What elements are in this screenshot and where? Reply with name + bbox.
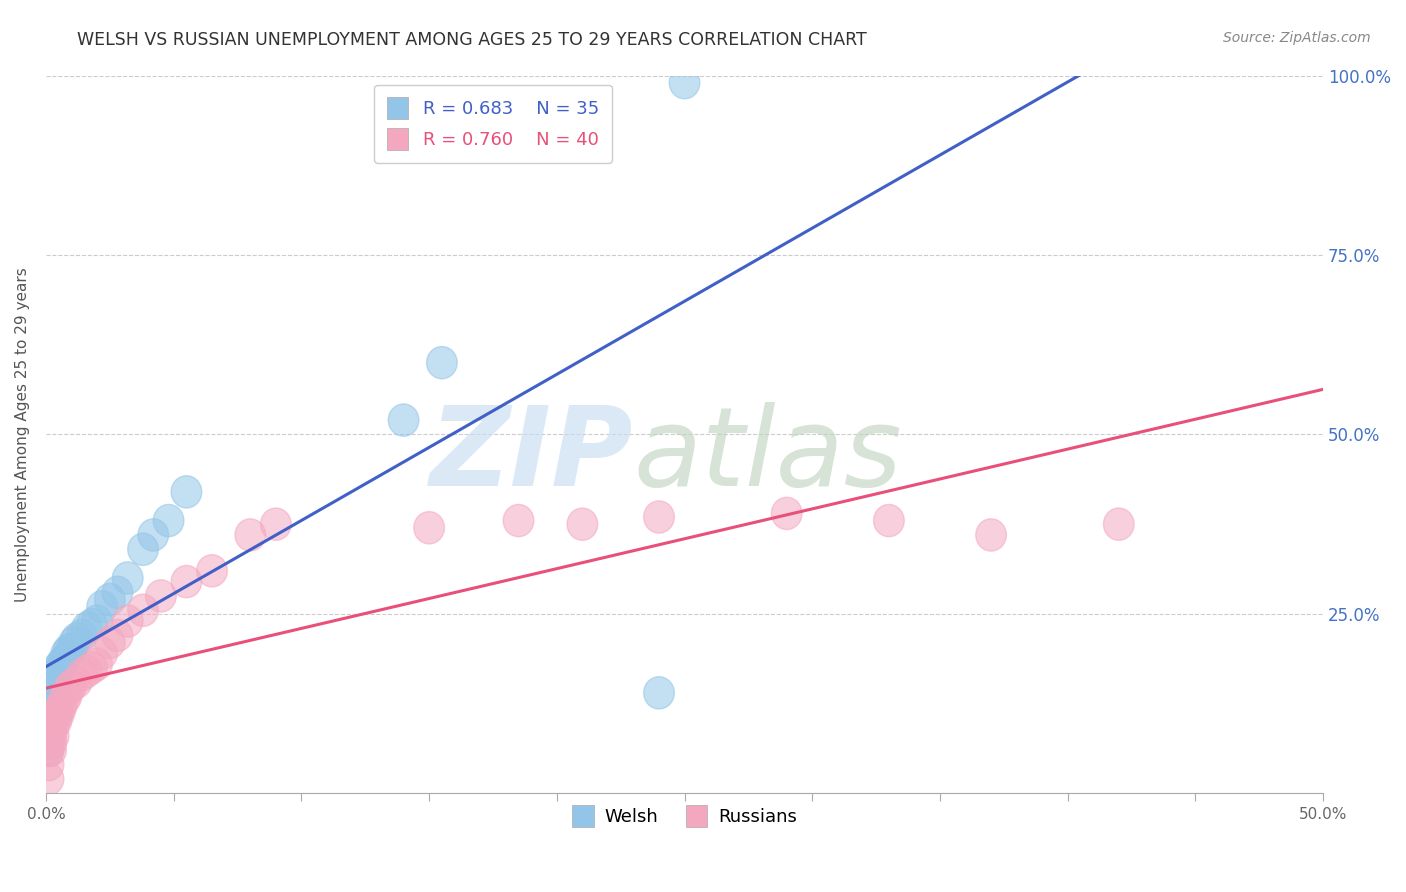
Ellipse shape — [669, 67, 700, 99]
Text: Source: ZipAtlas.com: Source: ZipAtlas.com — [1223, 31, 1371, 45]
Ellipse shape — [235, 519, 266, 551]
Ellipse shape — [197, 555, 228, 587]
Ellipse shape — [128, 594, 159, 626]
Ellipse shape — [260, 508, 291, 541]
Text: atlas: atlas — [634, 402, 903, 509]
Ellipse shape — [34, 734, 63, 766]
Ellipse shape — [41, 706, 72, 738]
Ellipse shape — [94, 583, 125, 615]
Ellipse shape — [56, 633, 87, 666]
Ellipse shape — [38, 709, 69, 741]
Ellipse shape — [172, 566, 202, 598]
Ellipse shape — [53, 633, 84, 666]
Ellipse shape — [87, 591, 118, 623]
Ellipse shape — [644, 677, 675, 709]
Ellipse shape — [49, 684, 79, 716]
Ellipse shape — [153, 504, 184, 537]
Ellipse shape — [49, 644, 79, 677]
Ellipse shape — [644, 500, 675, 533]
Ellipse shape — [112, 562, 143, 594]
Ellipse shape — [51, 637, 82, 670]
Ellipse shape — [46, 691, 76, 723]
Ellipse shape — [146, 580, 176, 612]
Ellipse shape — [103, 576, 132, 608]
Ellipse shape — [128, 533, 159, 566]
Ellipse shape — [772, 497, 801, 530]
Ellipse shape — [62, 666, 91, 698]
Ellipse shape — [35, 691, 66, 723]
Ellipse shape — [103, 619, 132, 651]
Ellipse shape — [94, 626, 125, 659]
Ellipse shape — [413, 512, 444, 544]
Ellipse shape — [38, 720, 69, 752]
Ellipse shape — [35, 727, 66, 759]
Ellipse shape — [112, 605, 143, 637]
Ellipse shape — [35, 734, 66, 766]
Ellipse shape — [44, 655, 75, 688]
Ellipse shape — [172, 475, 202, 508]
Ellipse shape — [46, 648, 76, 681]
Y-axis label: Unemployment Among Ages 25 to 29 years: Unemployment Among Ages 25 to 29 years — [15, 267, 30, 602]
Ellipse shape — [53, 673, 84, 706]
Ellipse shape — [138, 519, 169, 551]
Ellipse shape — [66, 619, 97, 651]
Ellipse shape — [72, 612, 103, 644]
Ellipse shape — [34, 748, 63, 780]
Ellipse shape — [82, 605, 112, 637]
Ellipse shape — [87, 637, 118, 670]
Ellipse shape — [59, 626, 90, 659]
Ellipse shape — [56, 670, 87, 702]
Ellipse shape — [38, 670, 69, 702]
Ellipse shape — [35, 720, 66, 752]
Ellipse shape — [34, 720, 63, 752]
Ellipse shape — [66, 659, 97, 691]
Legend: Welsh, Russians: Welsh, Russians — [565, 798, 804, 835]
Ellipse shape — [976, 519, 1007, 551]
Ellipse shape — [38, 684, 69, 716]
Ellipse shape — [1104, 508, 1135, 541]
Ellipse shape — [34, 734, 63, 766]
Ellipse shape — [38, 677, 69, 709]
Text: ZIP: ZIP — [430, 402, 634, 509]
Ellipse shape — [388, 404, 419, 436]
Ellipse shape — [44, 698, 75, 731]
Ellipse shape — [51, 681, 82, 713]
Ellipse shape — [41, 659, 72, 691]
Ellipse shape — [72, 655, 103, 688]
Text: WELSH VS RUSSIAN UNEMPLOYMENT AMONG AGES 25 TO 29 YEARS CORRELATION CHART: WELSH VS RUSSIAN UNEMPLOYMENT AMONG AGES… — [77, 31, 868, 49]
Ellipse shape — [503, 504, 534, 537]
Ellipse shape — [35, 706, 66, 738]
Ellipse shape — [44, 651, 75, 684]
Ellipse shape — [82, 648, 112, 681]
Ellipse shape — [41, 666, 72, 698]
Ellipse shape — [426, 346, 457, 379]
Ellipse shape — [567, 508, 598, 541]
Ellipse shape — [35, 713, 66, 745]
Ellipse shape — [41, 698, 72, 731]
Ellipse shape — [873, 504, 904, 537]
Ellipse shape — [76, 608, 107, 640]
Ellipse shape — [34, 763, 63, 795]
Ellipse shape — [44, 695, 75, 727]
Ellipse shape — [62, 623, 91, 655]
Ellipse shape — [76, 651, 107, 684]
